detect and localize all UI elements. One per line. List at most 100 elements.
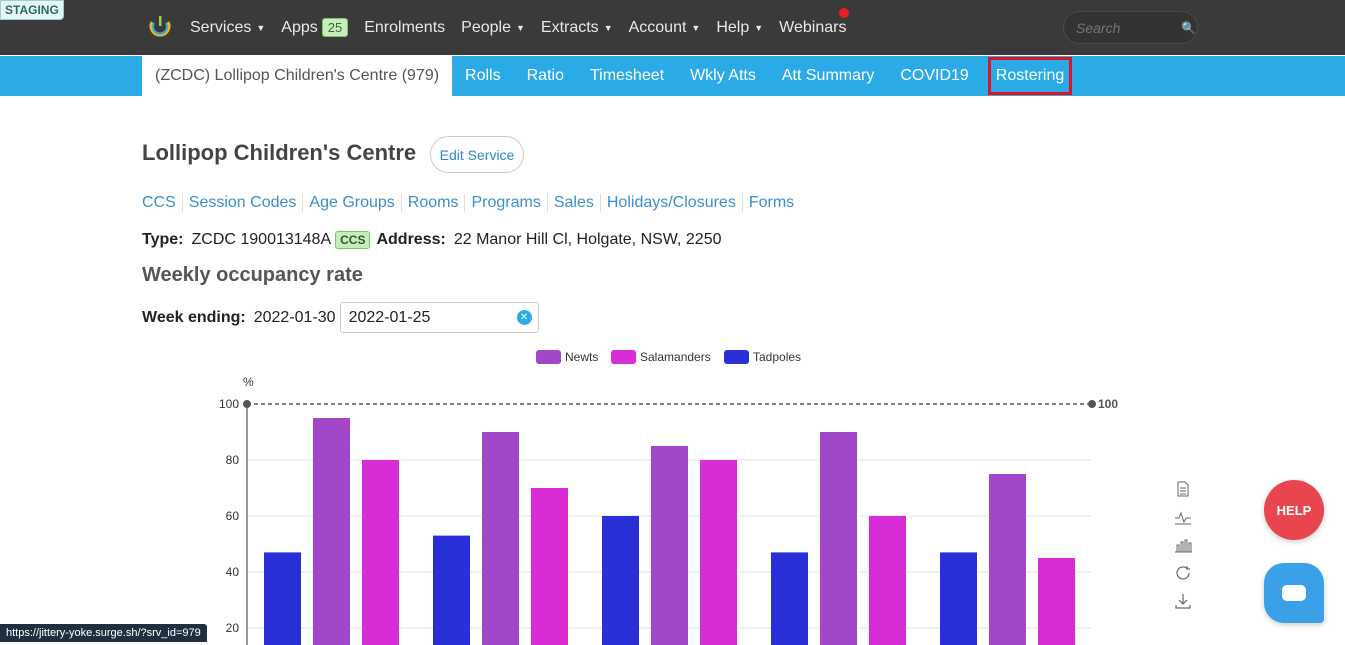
type-label: Type: — [142, 231, 184, 248]
link-holidays-closures[interactable]: Holidays/Closures — [601, 194, 743, 212]
y-tick-label: 40 — [226, 565, 240, 579]
nav-item-label: Webinars — [779, 18, 847, 36]
caret-down-icon: ▼ — [256, 22, 266, 33]
nav-item-services[interactable]: Services ▼ — [190, 19, 265, 37]
tab-covid19[interactable]: COVID19 — [900, 67, 969, 84]
date-input-value[interactable]: 2022-01-25 — [348, 308, 431, 326]
legend-label-tadpoles: Tadpoles — [753, 350, 801, 364]
bar-salamanders — [1038, 558, 1075, 645]
caret-down-icon: ▼ — [515, 22, 525, 33]
search-icon[interactable]: 🔍 — [1181, 20, 1196, 35]
ccs-badge: CCS — [335, 231, 371, 249]
nav-item-label: Enrolments — [364, 18, 446, 36]
main-nav: Services ▼ Apps 25 Enrolments People ▼ Extracts… — [190, 0, 862, 55]
y-axis-label: % — [243, 375, 254, 389]
nav-item-help[interactable]: Help ▼ — [716, 19, 763, 37]
link-sales[interactable]: Sales — [548, 194, 601, 212]
bar-chart-icon[interactable] — [1174, 536, 1192, 554]
nav-item-enrolments[interactable]: Enrolments — [364, 19, 445, 37]
bar-tadpoles — [602, 516, 639, 645]
link-ccs[interactable]: CCS — [142, 194, 183, 212]
nav-item-label: Extracts — [540, 18, 599, 36]
edit-service-button[interactable]: Edit Service — [430, 136, 524, 173]
bar-tadpoles — [264, 552, 301, 645]
service-type-line: Type: ZCDC 190013148A CCS Address: 22 Ma… — [142, 231, 722, 249]
nav-item-apps[interactable]: Apps 25 — [281, 18, 349, 37]
service-links: CCS Session Codes Age Groups Rooms Programs S… — [142, 194, 800, 212]
y-tick-label: 100 — [219, 397, 239, 411]
chart-toolbox — [1174, 480, 1192, 610]
search-box[interactable]: 🔍 — [1063, 11, 1198, 44]
date-input[interactable]: 2022-01-25 ✕ — [339, 302, 539, 333]
nav-item-label: People — [461, 18, 511, 36]
bar-newts — [651, 446, 688, 645]
tab-wkly-atts[interactable]: Wkly Atts — [690, 67, 756, 84]
chat-button[interactable] — [1264, 563, 1324, 623]
chat-icon — [1282, 585, 1306, 601]
nav-item-webinars[interactable]: Webinars — [779, 19, 846, 37]
caret-down-icon: ▼ — [603, 22, 613, 33]
bar-tadpoles — [940, 552, 977, 645]
occupancy-chart: Newts Salamanders Tadpoles% 20 40 60 80 100 100 — [219, 350, 1118, 645]
bar-salamanders — [362, 460, 399, 645]
data-view-icon[interactable] — [1174, 480, 1192, 498]
help-button[interactable]: HELP — [1264, 480, 1324, 540]
download-icon[interactable] — [1174, 592, 1192, 610]
app-logo-icon[interactable] — [148, 14, 172, 38]
address-label: Address: — [376, 231, 446, 248]
bar-newts — [989, 474, 1026, 645]
search-input[interactable] — [1074, 18, 1173, 37]
top-navbar: STAGING Services ▼ Apps 25 Enrolments People ▼… — [0, 0, 1345, 55]
caret-down-icon: ▼ — [691, 22, 701, 33]
markline-end-dot — [1088, 400, 1096, 408]
bar-tadpoles — [433, 535, 470, 645]
link-session-codes[interactable]: Session Codes — [183, 194, 304, 212]
legend-label-salamanders: Salamanders — [640, 350, 711, 364]
tab-rostering[interactable]: Rostering — [987, 57, 1073, 95]
status-url: https://jittery-yoke.surge.sh/?srv_id=97… — [0, 624, 207, 642]
week-ending-value: 2022-01-30 — [253, 308, 336, 326]
tab-ratio[interactable]: Ratio — [526, 67, 564, 84]
tab-att-summary[interactable]: Att Summary — [781, 67, 875, 84]
nav-item-label: Apps — [281, 18, 318, 36]
clear-date-icon[interactable]: ✕ — [516, 310, 532, 325]
bar-tadpoles — [771, 552, 808, 645]
type-value: ZCDC 190013148A — [191, 231, 332, 248]
notification-dot — [839, 8, 849, 18]
nav-item-account[interactable]: Account ▼ — [629, 19, 701, 37]
restore-icon[interactable] — [1174, 564, 1192, 582]
link-rooms[interactable]: Rooms — [402, 194, 466, 212]
nav-item-extracts[interactable]: Extracts ▼ — [541, 19, 613, 37]
y-tick-label: 80 — [226, 453, 240, 467]
legend-label-newts: Newts — [565, 350, 598, 364]
line-chart-icon[interactable] — [1174, 508, 1192, 526]
bar-newts — [313, 418, 350, 645]
apps-count-badge: 25 — [321, 18, 349, 37]
bar-salamanders — [531, 488, 568, 645]
markline-start-dot — [243, 400, 251, 408]
section-title: Weekly occupancy rate — [142, 264, 363, 286]
nav-item-label: Account — [628, 18, 687, 36]
service-subnav-bar: (ZCDC) Lollipop Children's Centre (979) … — [0, 56, 1345, 96]
address-value: 22 Manor Hill Cl, Holgate, NSW, 2250 — [453, 231, 722, 248]
bar-newts — [482, 432, 519, 645]
tab-rolls[interactable]: Rolls — [465, 67, 501, 84]
y-tick-label: 60 — [226, 509, 240, 523]
week-ending-label: Week ending: — [142, 308, 246, 326]
link-programs[interactable]: Programs — [465, 194, 548, 212]
y-tick-label: 20 — [226, 621, 240, 635]
nav-item-people[interactable]: People ▼ — [461, 19, 525, 37]
page-title: Lollipop Children's Centre — [142, 140, 417, 165]
markline-label: 100 — [1098, 397, 1118, 411]
tab-timesheet[interactable]: Timesheet — [589, 67, 665, 84]
staging-badge: STAGING — [0, 0, 64, 20]
link-forms[interactable]: Forms — [748, 194, 795, 211]
tab-service[interactable]: (ZCDC) Lollipop Children's Centre (979) — [142, 56, 453, 96]
legend-swatch-tadpoles — [724, 350, 749, 364]
link-age-groups[interactable]: Age Groups — [303, 194, 402, 212]
week-ending-row: Week ending: 2022-01-30 2022-01-25 ✕ — [142, 302, 539, 333]
legend-swatch-salamanders — [611, 350, 636, 364]
caret-down-icon: ▼ — [754, 22, 764, 33]
legend-swatch-newts — [536, 350, 561, 364]
bar-newts — [820, 432, 857, 645]
